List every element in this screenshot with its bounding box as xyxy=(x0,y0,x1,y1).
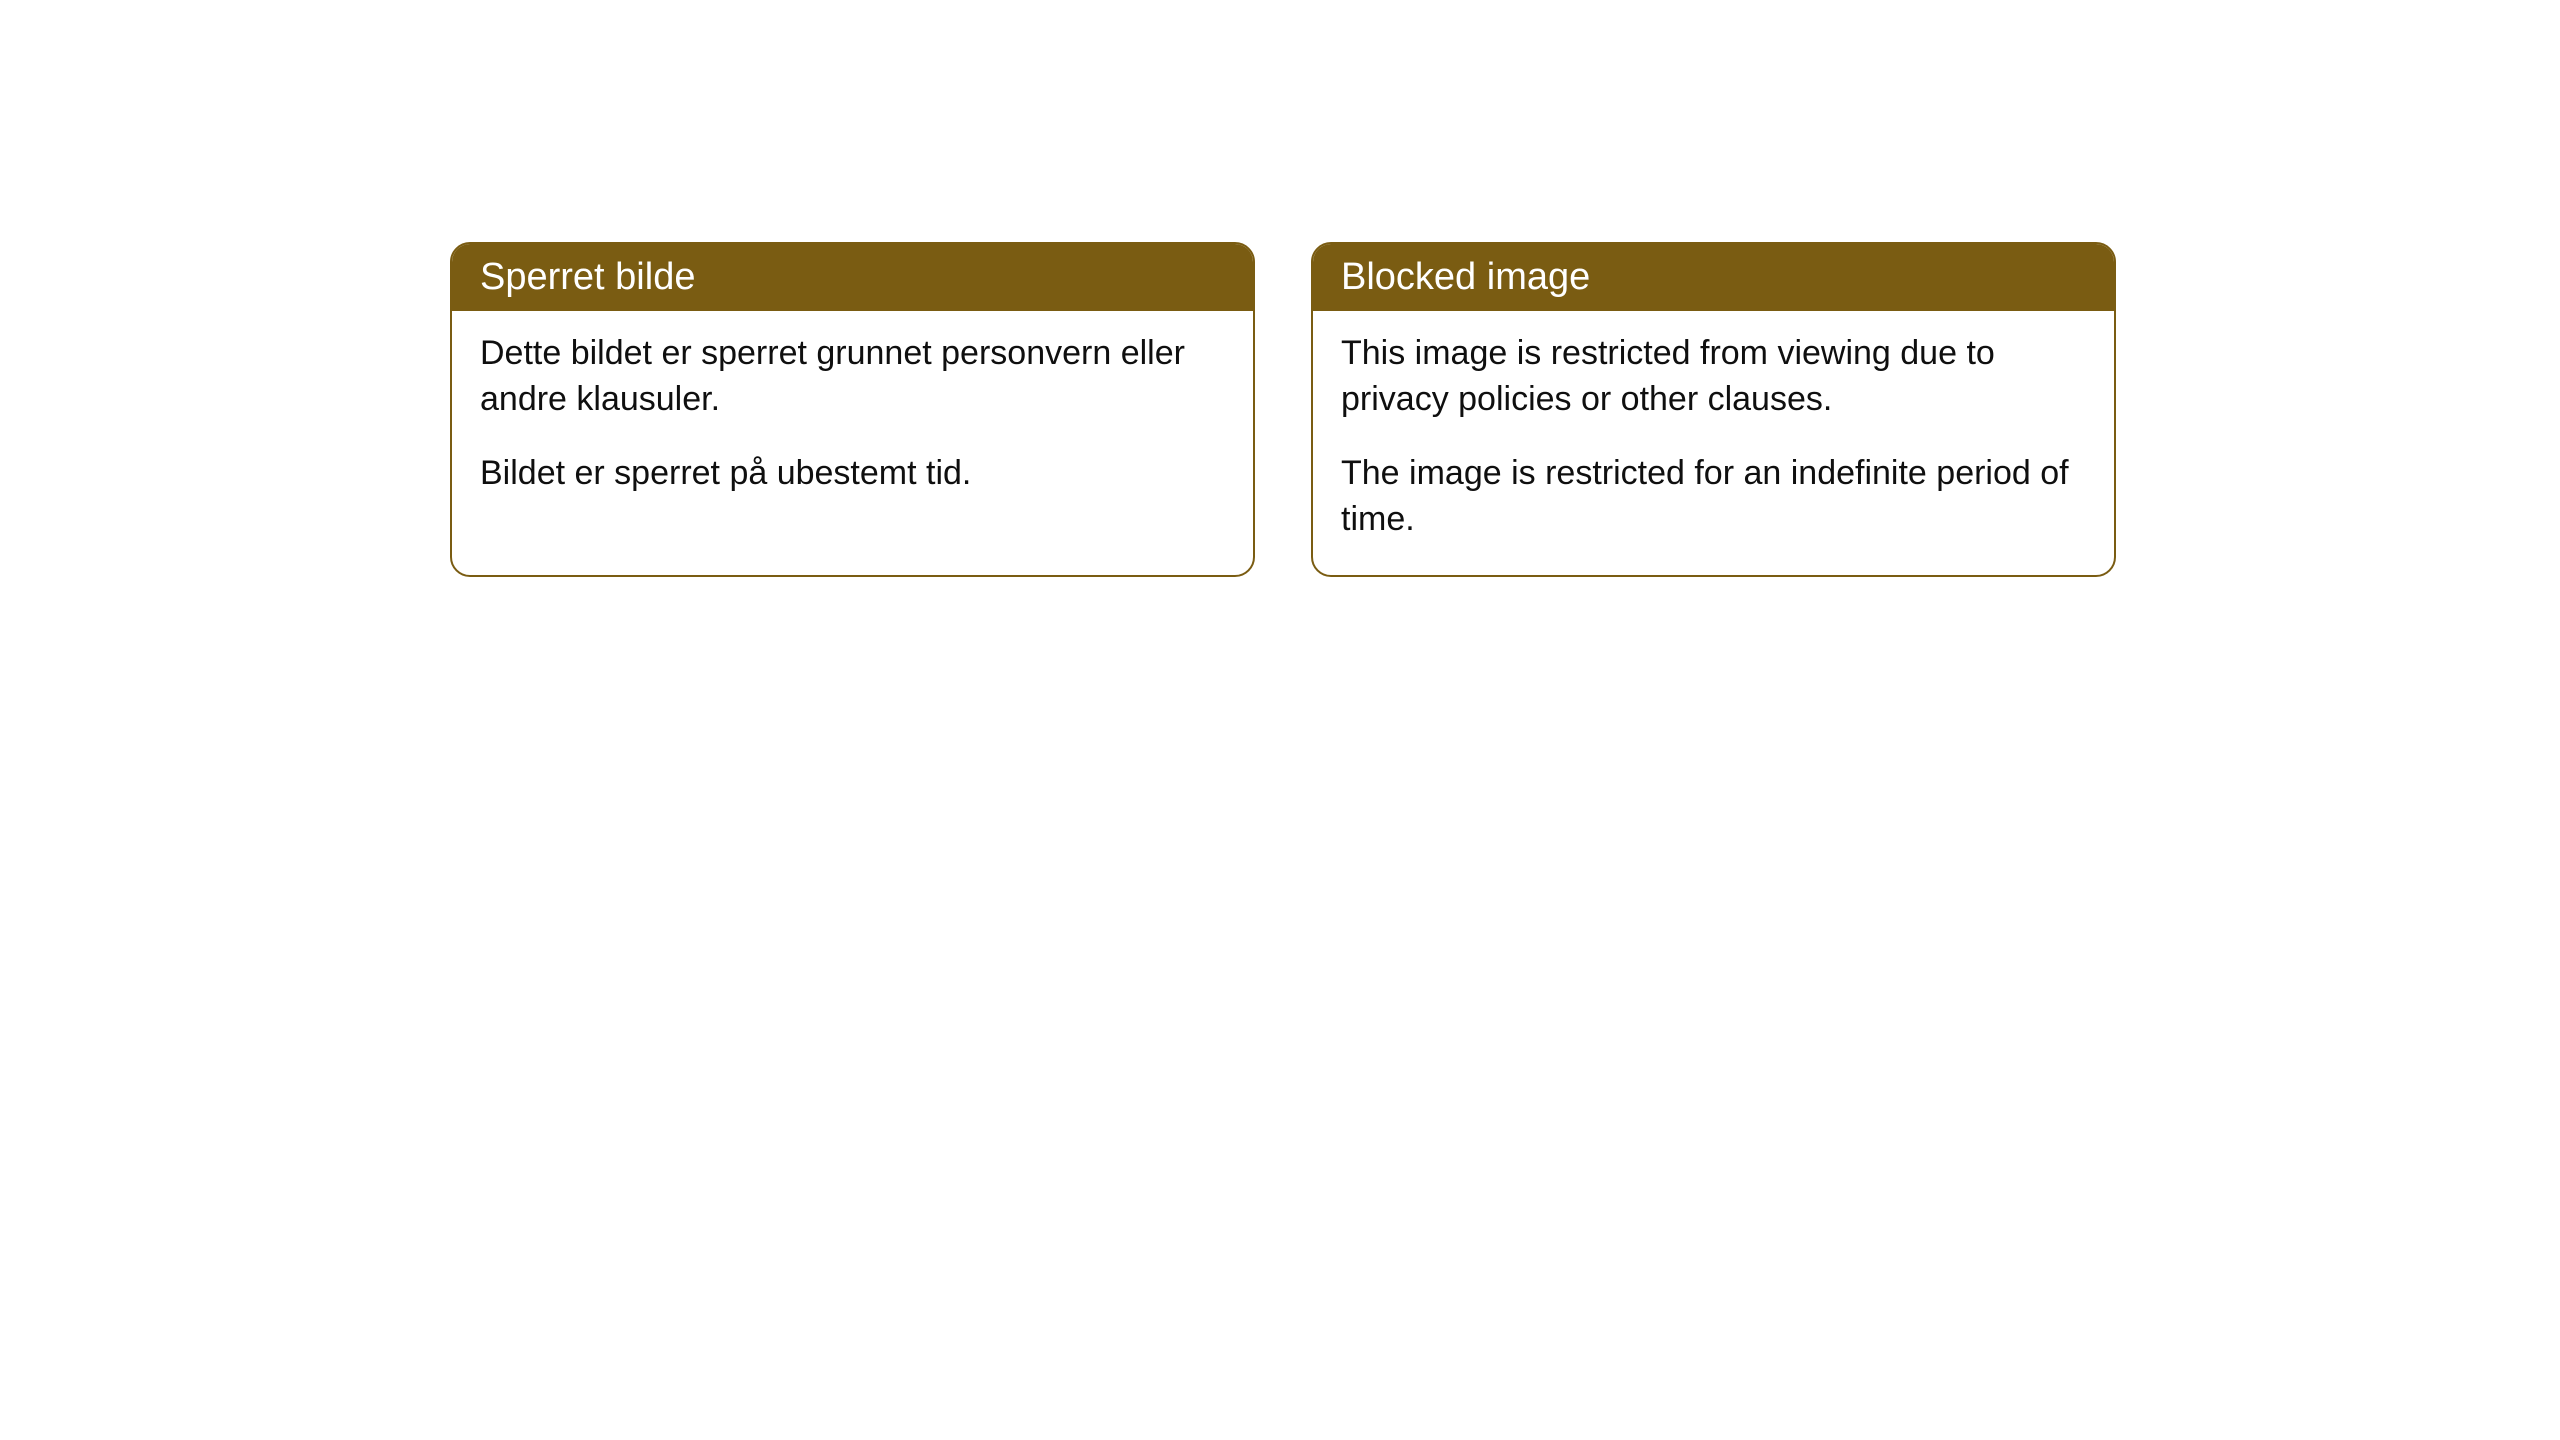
card-paragraph: The image is restricted for an indefinit… xyxy=(1341,451,2086,543)
notice-card-norwegian: Sperret bilde Dette bildet er sperret gr… xyxy=(450,242,1255,577)
card-paragraph: Bildet er sperret på ubestemt tid. xyxy=(480,451,1225,497)
card-body: Dette bildet er sperret grunnet personve… xyxy=(452,311,1253,529)
notice-card-english: Blocked image This image is restricted f… xyxy=(1311,242,2116,577)
card-header: Sperret bilde xyxy=(452,244,1253,311)
card-body: This image is restricted from viewing du… xyxy=(1313,311,2114,575)
card-header: Blocked image xyxy=(1313,244,2114,311)
card-paragraph: This image is restricted from viewing du… xyxy=(1341,331,2086,423)
notice-cards-container: Sperret bilde Dette bildet er sperret gr… xyxy=(450,242,2560,577)
card-paragraph: Dette bildet er sperret grunnet personve… xyxy=(480,331,1225,423)
